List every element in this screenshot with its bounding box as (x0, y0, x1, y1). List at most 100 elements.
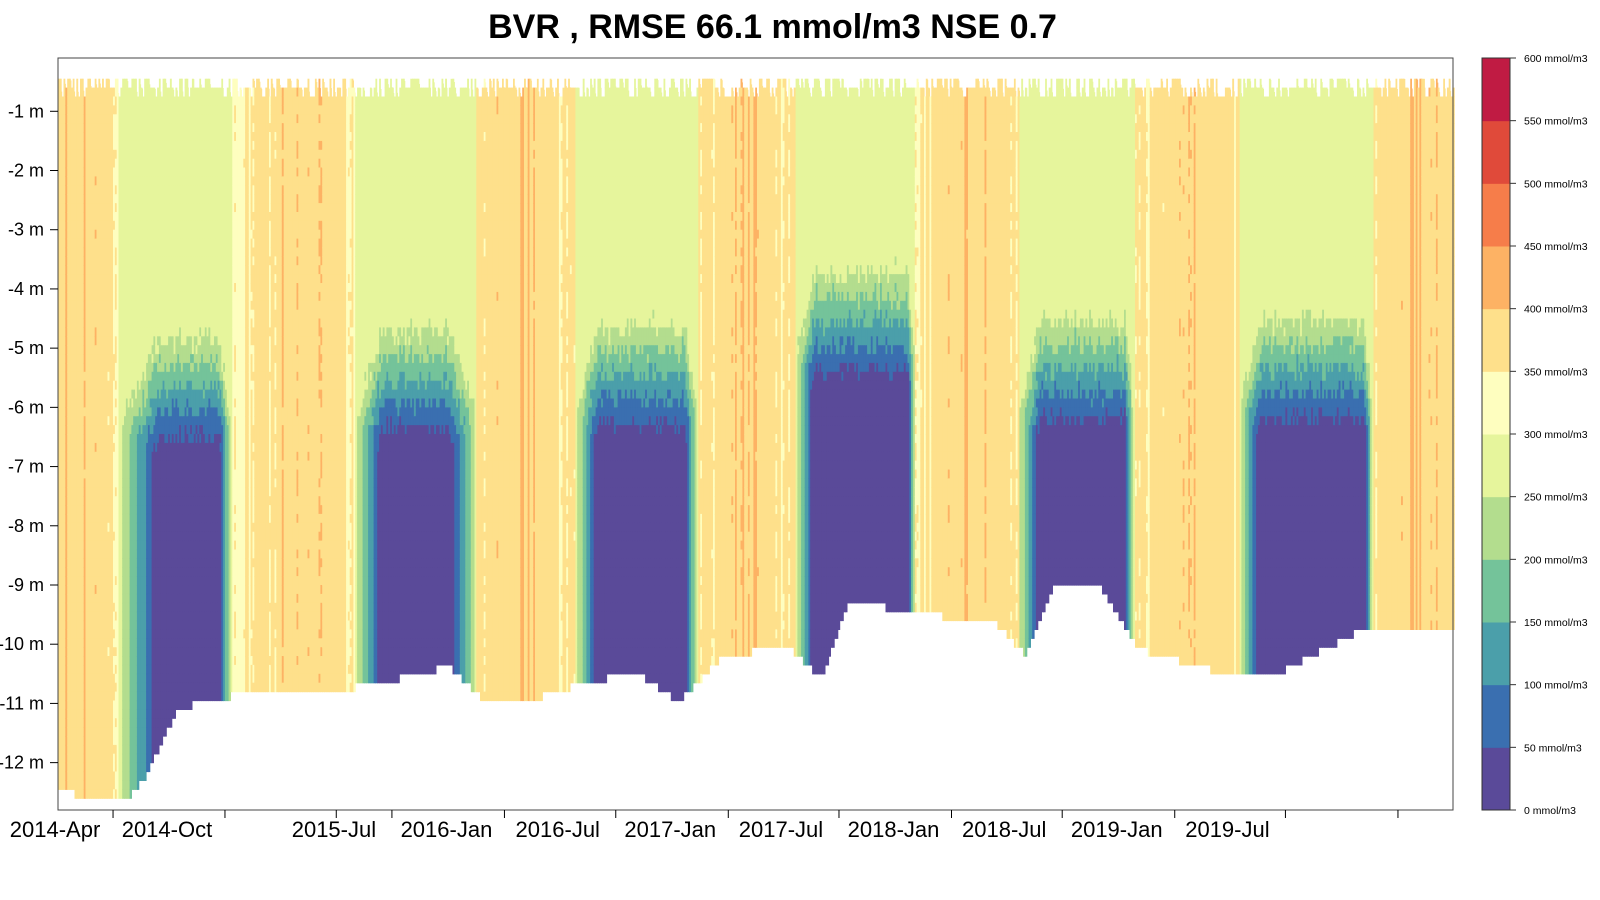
heatmap-cell (70, 256, 74, 266)
heatmap-cell (70, 416, 74, 426)
heatmap-cell (72, 513, 76, 524)
heatmap-cell (72, 283, 76, 293)
heatmap-cell (70, 203, 74, 213)
heatmap-cell (61, 194, 65, 204)
heatmap-cell (65, 638, 68, 648)
heatmap-cell (67, 487, 70, 497)
heatmap-cell (69, 709, 72, 719)
heatmap-cell (67, 460, 70, 471)
heatmap-cell (59, 194, 63, 204)
heatmap-cell (59, 398, 63, 408)
heatmap-cell (69, 132, 72, 142)
surface-gap (58, 59, 61, 77)
heatmap-cell (59, 460, 63, 471)
heatmap-cell (65, 105, 68, 115)
heatmap-cell (61, 762, 65, 773)
heatmap-cell (65, 505, 68, 515)
heatmap-cell (67, 380, 70, 391)
heatmap-cell (65, 336, 68, 346)
heatmap-cell (63, 460, 66, 471)
heatmap-cell (63, 140, 66, 151)
heatmap-cell (67, 238, 70, 249)
heatmap-cell (67, 602, 70, 613)
heatmap-cell (65, 114, 68, 124)
heatmap-cell (70, 105, 74, 115)
heatmap-cell (63, 176, 66, 186)
heatmap-cell (69, 576, 72, 586)
heatmap-cell (61, 123, 65, 133)
heatmap-cell (58, 176, 61, 186)
heatmap-cell (58, 496, 61, 506)
heatmap-cell (67, 425, 70, 435)
heatmap-cell (61, 132, 65, 142)
heatmap-cell (72, 149, 76, 160)
heatmap-cell (63, 416, 66, 426)
heatmap-cell (67, 593, 70, 604)
heatmap-cell (70, 220, 74, 231)
heatmap-cell (63, 362, 66, 373)
heatmap-cell (58, 362, 61, 373)
heatmap-cell (67, 256, 70, 266)
heatmap-cell (58, 673, 61, 684)
heatmap-cell (59, 336, 63, 346)
heatmap-cell (63, 336, 66, 346)
heatmap-cell (59, 531, 63, 542)
heatmap-cell (72, 647, 76, 657)
heatmap-cell (65, 496, 68, 506)
heatmap-cell (67, 345, 70, 355)
heatmap-cell (70, 140, 74, 151)
heatmap-cell (72, 629, 76, 639)
heatmap-cell (65, 371, 68, 382)
heatmap-cell (65, 585, 68, 595)
heatmap-cell (63, 87, 66, 98)
heatmap-cell (63, 238, 66, 249)
heatmap-cell (70, 434, 74, 444)
heatmap-cell (59, 673, 63, 684)
heatmap-cell (63, 629, 66, 639)
heatmap-cell (70, 549, 74, 559)
heatmap-cell (67, 416, 70, 426)
heatmap-cell (59, 576, 63, 586)
heatmap-cell (67, 149, 70, 160)
heatmap-cell (58, 167, 61, 177)
heatmap-cell (58, 371, 61, 382)
heatmap-cell (65, 700, 68, 710)
heatmap-cell (59, 158, 63, 169)
heatmap-cell (70, 389, 74, 400)
heatmap-cell (65, 212, 68, 222)
heatmap-cell (58, 593, 61, 604)
heatmap-cell (72, 256, 76, 266)
heatmap-cell (63, 611, 66, 622)
heatmap-cell (63, 567, 66, 577)
heatmap-cell (69, 345, 72, 355)
heatmap-cell (58, 558, 61, 568)
heatmap-cell (58, 736, 61, 746)
heatmap-cell (70, 611, 74, 622)
heatmap-cell (59, 300, 63, 311)
heatmap-cell (59, 469, 63, 479)
heatmap-cell (61, 167, 65, 177)
heatmap-cell (70, 762, 74, 773)
surface-gap (69, 59, 72, 75)
heatmap-cell (67, 753, 70, 764)
heatmap-cell (61, 185, 65, 195)
heatmap-cell (61, 212, 65, 222)
heatmap-cell (58, 229, 61, 240)
heatmap-cell (72, 362, 76, 373)
heatmap-cell (61, 140, 65, 151)
heatmap-cell (72, 416, 76, 426)
heatmap-cell (70, 194, 74, 204)
heatmap-cell (61, 247, 65, 257)
heatmap-cell (61, 531, 65, 542)
heatmap-cell (69, 140, 72, 151)
heatmap-cell (65, 656, 68, 666)
heatmap-cell (72, 505, 76, 515)
heatmap-cell (69, 540, 72, 551)
heatmap-cell (69, 194, 72, 204)
heatmap-cell (72, 700, 76, 710)
heatmap-cell (69, 522, 72, 533)
heatmap-cell (72, 576, 76, 586)
heatmap-cell (65, 407, 68, 417)
heatmap-cell (67, 771, 70, 781)
heatmap-cell (65, 558, 68, 568)
